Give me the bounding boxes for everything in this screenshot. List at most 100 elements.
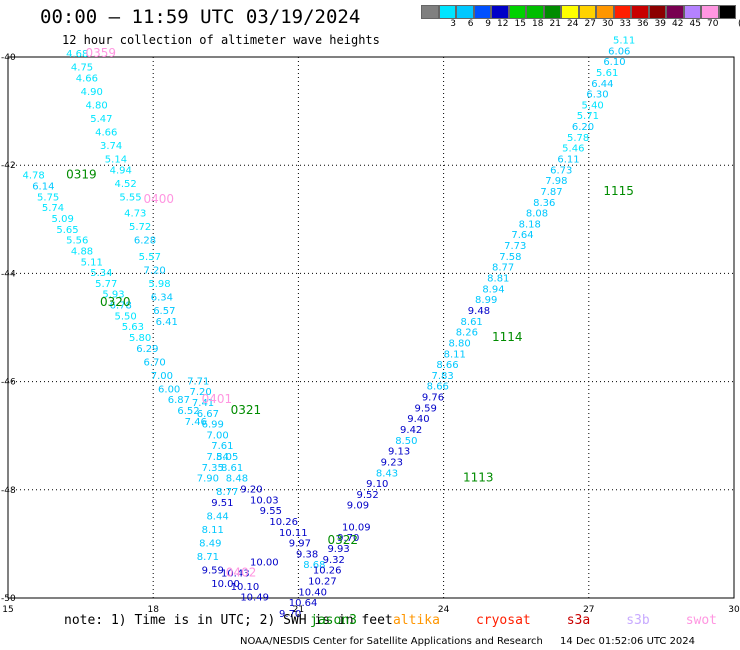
satellite-legend-altika: altika xyxy=(392,613,440,628)
wave-height-point: 9.13 xyxy=(388,447,410,458)
wave-height-point: 9.10 xyxy=(366,479,388,490)
wave-height-point: 4.66 xyxy=(76,73,98,84)
wave-height-point: 9.55 xyxy=(260,506,282,517)
y-tick-label: -48 xyxy=(1,486,16,496)
colorbar-swatch xyxy=(508,5,526,19)
wave-height-point: 5.47 xyxy=(90,114,112,125)
colorbar-label: 21 xyxy=(549,19,561,29)
wave-height-point: 6.06 xyxy=(608,46,630,57)
wave-height-point: 5.46 xyxy=(562,144,584,155)
wave-height-point: 5.40 xyxy=(582,100,604,111)
colorbar-swatch xyxy=(666,5,684,19)
colorbar-swatch xyxy=(613,5,631,19)
wave-height-point: 10.00 xyxy=(250,558,279,569)
y-tick-label: -44 xyxy=(1,269,16,279)
wave-height-point: 7.35 xyxy=(202,463,224,474)
wave-height-point: 8.77 xyxy=(216,487,238,498)
colorbar-label: 45 xyxy=(689,19,701,29)
wave-height-point: 5.78 xyxy=(567,133,589,144)
wave-height-point: 5.11 xyxy=(613,35,635,46)
wave-height-point: 6.10 xyxy=(603,57,625,68)
colorbar-label: 24 xyxy=(567,19,579,29)
wave-height-point: 7.00 xyxy=(206,430,228,441)
wave-height-point: 7.90 xyxy=(197,474,219,485)
wave-height-point: 8.08 xyxy=(526,209,548,220)
wave-height-point: 4.88 xyxy=(71,246,93,257)
colorbar-swatch xyxy=(473,5,491,19)
colorbar-swatch xyxy=(648,5,666,19)
x-tick-label: 30 xyxy=(728,605,740,615)
wave-height-point: 9.52 xyxy=(356,490,378,501)
colorbar-swatch xyxy=(561,5,579,19)
wave-height-point: 8.77 xyxy=(492,263,514,274)
colorbar-swatch xyxy=(578,5,596,19)
wave-height-point: 4.80 xyxy=(85,100,107,111)
wave-height-point: 6.11 xyxy=(557,154,579,165)
wave-height-point: 10.09 xyxy=(342,522,371,533)
wave-height-point: 10.43 xyxy=(221,568,250,579)
satellite-legend-jason3: jason3 xyxy=(310,613,357,628)
colorbar-label: 15 xyxy=(514,19,526,29)
wave-height-point: 8.44 xyxy=(206,512,228,523)
satellite-legend-swot: swot xyxy=(685,613,718,628)
wave-height-point: 7.58 xyxy=(499,252,521,263)
wave-height-point: 9.38 xyxy=(296,549,318,560)
wave-height-point: 8.61 xyxy=(461,317,483,328)
wave-height-point: 5.65 xyxy=(56,225,78,236)
colorbar-label: 12 xyxy=(497,19,509,29)
track-label: 1114 xyxy=(492,330,523,344)
wave-height-point: 8.99 xyxy=(475,295,497,306)
colorbar-label: 30 xyxy=(602,19,614,29)
wave-height-point: 9.76 xyxy=(422,393,444,404)
colorbar-label: 36 xyxy=(637,19,649,29)
wave-height-point: 9.42 xyxy=(400,425,422,436)
wave-height-point: 10.49 xyxy=(240,593,269,604)
wave-height-point: 9.09 xyxy=(347,501,369,512)
colorbar-swatch xyxy=(701,5,719,19)
colorbar-label: 33 xyxy=(619,19,631,29)
x-tick-label: 21 xyxy=(293,605,304,615)
colorbar-swatch xyxy=(596,5,614,19)
wave-height-point: 7.20 xyxy=(190,387,212,398)
footer-note: note: 1) Time is in UTC; 2) SWH is in fe… xyxy=(64,613,393,628)
wave-height-point: 5.77 xyxy=(95,279,117,290)
wave-height-point: 7.00 xyxy=(151,371,173,382)
wave-height-point: 8.11 xyxy=(202,525,224,536)
wave-height-point: 7.46 xyxy=(185,417,207,428)
x-tick-label: 24 xyxy=(438,605,450,615)
satellite-legend: jason3 altika cryosat s3a s3b swot xyxy=(310,613,740,628)
wave-height-point: 9.32 xyxy=(323,555,345,566)
colorbar-swatch xyxy=(421,5,439,19)
track-label: 0402 xyxy=(226,565,257,579)
colorbar-label: 42 xyxy=(672,19,684,29)
track-label: 0319 xyxy=(66,168,97,182)
wave-height-point: 6.44 xyxy=(591,79,613,90)
wave-height-point: 5.11 xyxy=(81,257,103,268)
wave-height-point: 6.20 xyxy=(572,122,594,133)
wave-height-point: 6.41 xyxy=(156,317,178,328)
wave-height-point: 5.98 xyxy=(148,279,170,290)
satellite-legend-s3a: s3a xyxy=(566,613,591,628)
wave-height-point: 5.71 xyxy=(577,111,599,122)
wave-height-point: 4.78 xyxy=(23,171,45,182)
wave-height-point: 9.59 xyxy=(415,403,437,414)
wave-height-point: 6.34 xyxy=(151,292,173,303)
wave-height-point: 10.27 xyxy=(308,576,337,587)
wave-height-point: 7.61 xyxy=(211,441,233,452)
wave-height-point: 4.90 xyxy=(81,87,103,98)
wave-height-point: 5.09 xyxy=(52,214,74,225)
track-label: 0359 xyxy=(85,46,116,60)
colorbar-swatches xyxy=(421,5,740,19)
wave-height-point: 8.80 xyxy=(448,338,470,349)
wave-height-point: 8.49 xyxy=(199,539,221,550)
wave-height-point: 6.30 xyxy=(586,90,608,101)
wave-height-point: 7.64 xyxy=(511,230,533,241)
wave-height-point: 4.68 xyxy=(66,49,88,60)
wave-height-point: 5.72 xyxy=(129,222,151,233)
wave-height-point: 7.83 xyxy=(432,371,454,382)
colorbar-unit: (ft) xyxy=(738,19,740,29)
wave-height-point: 8.94 xyxy=(482,284,504,295)
wave-height-point: 4.73 xyxy=(124,209,146,220)
colorbar-swatch xyxy=(718,5,736,19)
wave-height-point: 5.50 xyxy=(114,311,136,322)
